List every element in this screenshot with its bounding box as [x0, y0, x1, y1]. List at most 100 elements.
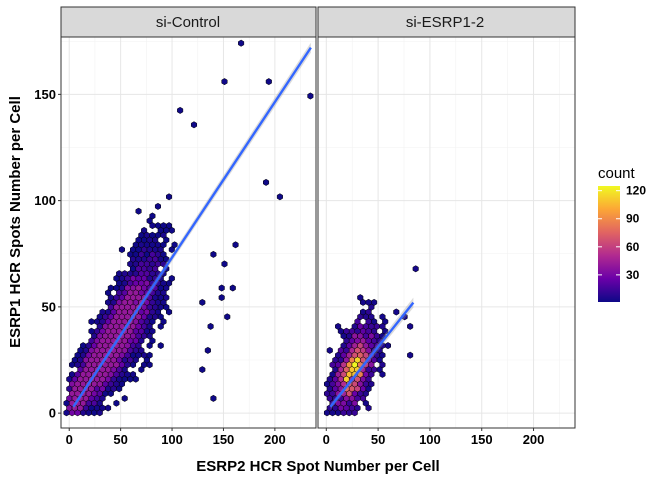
hexbin-cell: [393, 308, 400, 316]
y-axis-title: ESRP1 HCR Spots Number per Cell: [7, 96, 24, 348]
hexbin-cell: [127, 308, 134, 316]
hexbin-cell: [263, 178, 270, 186]
hexbin-cell: [168, 274, 175, 282]
y-tick-label: 50: [42, 299, 56, 314]
hexbin-cell: [135, 207, 142, 215]
strip-label-control: si-Control: [156, 14, 220, 31]
hexbin-cell: [407, 322, 414, 330]
hexbin-cell: [360, 298, 367, 306]
hexbin-cell: [357, 322, 364, 330]
x-tick-label: 50: [113, 432, 127, 447]
panel-border: [60, 36, 317, 429]
hexbin-cell: [152, 236, 159, 244]
x-tick-label: 150: [213, 432, 235, 447]
facet-strip: [317, 6, 576, 38]
hexbin-cell: [207, 322, 214, 330]
hexbin-cell: [343, 375, 350, 383]
hexbin-cell: [138, 366, 145, 374]
hexbin-cell: [113, 303, 120, 311]
y-tick-labels: 0 50 100 150: [34, 87, 61, 421]
hexbin-cell: [379, 361, 386, 369]
hexbin-cell: [335, 322, 342, 330]
facet-panel-1: [317, 6, 576, 429]
hexbin-cell: [157, 342, 164, 350]
hexbin-cell: [132, 356, 139, 364]
hexbin-cell: [69, 361, 76, 369]
hexbin-cell: [160, 231, 167, 239]
hexbin-cell: [135, 284, 142, 292]
hexbin-cell: [379, 313, 386, 321]
hexbin-cell: [229, 284, 236, 292]
hexbin-cell: [221, 260, 228, 268]
hexbin-cell: [210, 250, 217, 258]
hexbin-cell: [276, 193, 283, 201]
hexbin-cell: [368, 361, 375, 369]
hexbin-cell: [199, 366, 206, 374]
y-tick-label: 0: [49, 406, 56, 421]
x-tick-label: 200: [264, 432, 286, 447]
panel-border: [317, 36, 576, 429]
hexbin-cell: [88, 318, 95, 326]
hexbin-cell: [82, 375, 89, 383]
hexbin-cell: [221, 78, 228, 86]
x-tick-label: 0: [323, 432, 330, 447]
legend-title: count: [598, 165, 636, 182]
hexbin-cell: [365, 404, 372, 412]
hexbin-cell: [204, 346, 211, 354]
hexbin-cell: [373, 322, 380, 330]
legend-tick-label: 120: [626, 184, 646, 198]
hexbin-cell: [210, 394, 217, 402]
hexbin-cell: [218, 284, 225, 292]
hexbin-cell: [138, 250, 145, 258]
hexbin-cell: [130, 370, 137, 378]
hexbin-cell: [412, 265, 419, 273]
hexbin-cell: [265, 78, 272, 86]
hexbin-cell: [351, 332, 358, 340]
hexbin-cell: [351, 361, 358, 369]
x-tick-label: 50: [371, 432, 385, 447]
hexbin-cell: [163, 294, 170, 302]
legend-tick-label: 60: [626, 240, 640, 254]
hexbin-cell: [307, 92, 314, 100]
hexbin-cell: [146, 236, 153, 244]
hexbin-cell: [127, 289, 134, 297]
hexbin-cell: [171, 241, 178, 249]
hexbin-cell: [348, 385, 355, 393]
hexbin-cell: [199, 298, 206, 306]
hexbin-cell: [154, 202, 161, 210]
hexbin-cell: [127, 327, 134, 335]
strip-label-esrp: si-ESRP1-2: [406, 14, 484, 31]
hexbin-cell: [146, 332, 153, 340]
hexbin-cell: [130, 274, 137, 282]
hexbin-cell: [384, 342, 391, 350]
x-tick-label: 0: [66, 432, 73, 447]
hexbin-cell: [121, 394, 128, 402]
color-legend: 30 60 90 120: [598, 184, 646, 302]
hexbin-cell: [130, 255, 137, 263]
facet-strip: [60, 6, 317, 38]
hexbin-cell: [105, 404, 112, 412]
legend-colorbar: [598, 186, 620, 302]
x-tick-label: 200: [523, 432, 545, 447]
hexbin-cell: [149, 222, 156, 230]
y-tick-label: 150: [34, 87, 56, 102]
hexbin-cell: [360, 394, 367, 402]
x-tick-labels: 0 50 100 150 200 0 50 100 150 200: [66, 428, 545, 447]
hexbin-cell: [177, 106, 184, 114]
hexbin-cell: [113, 399, 120, 407]
hexbin-cell: [224, 313, 231, 321]
hexbin-cell: [368, 332, 375, 340]
hexbin-cell: [152, 265, 159, 273]
hexbin-cell: [365, 308, 372, 316]
hexbin-cell: [121, 308, 128, 316]
fit-line: [72, 46, 312, 408]
hexbin-cell: [407, 351, 414, 359]
hexbin-cell: [149, 250, 156, 258]
y-tick-label: 100: [34, 193, 56, 208]
hexbin-cell: [343, 327, 350, 335]
hexbin-cell: [166, 193, 173, 201]
x-tick-label: 100: [161, 432, 183, 447]
hexbin-cell: [238, 39, 245, 47]
x-tick-label: 100: [419, 432, 441, 447]
